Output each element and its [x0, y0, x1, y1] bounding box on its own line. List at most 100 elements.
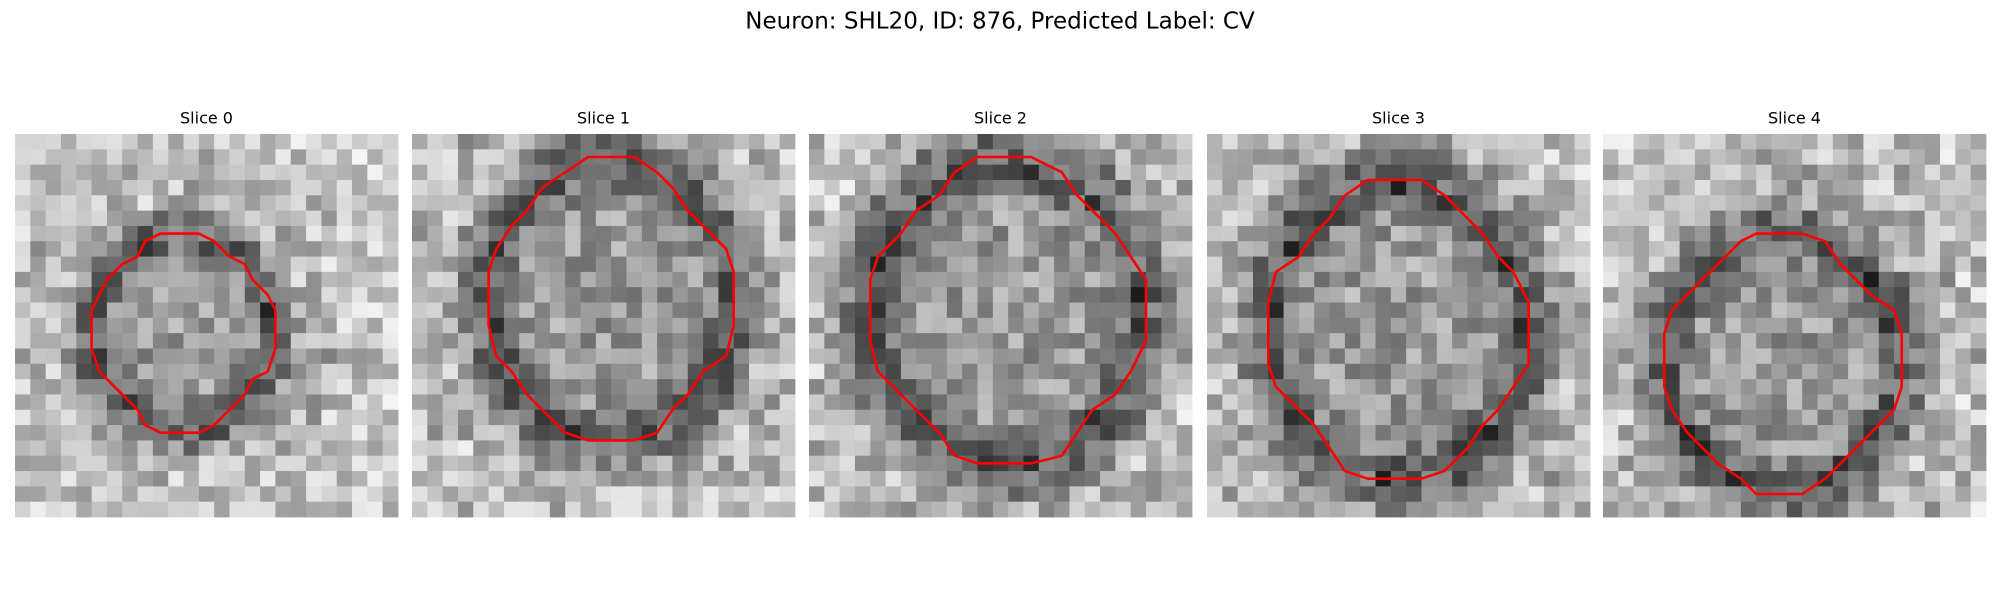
pixel [1756, 302, 1772, 319]
pixel [1436, 179, 1453, 196]
pixel [1176, 501, 1193, 518]
pixel [1344, 287, 1361, 303]
pixel [1924, 501, 1941, 518]
pixel [580, 271, 597, 288]
pixel [809, 409, 825, 426]
pixel [1633, 440, 1650, 457]
pixel [687, 195, 704, 211]
pixel [885, 134, 902, 150]
pixel [1008, 271, 1024, 288]
pixel [885, 394, 902, 411]
pixel [718, 455, 735, 472]
pixel [1375, 363, 1392, 380]
pixel [1100, 149, 1116, 166]
pixel [687, 501, 704, 518]
pixel [779, 149, 796, 166]
pixel [1390, 394, 1407, 411]
pixel [1740, 287, 1757, 303]
pixel [30, 394, 47, 411]
pixel [229, 179, 246, 196]
pixel [1084, 225, 1101, 242]
pixel [962, 225, 978, 242]
pixel [306, 363, 322, 380]
pixel [382, 164, 399, 181]
pixel [1100, 241, 1116, 257]
pixel [839, 333, 856, 349]
pixel [1544, 363, 1560, 380]
pixel [1436, 302, 1453, 319]
pixel [1725, 149, 1742, 166]
pixel [1100, 348, 1116, 365]
pixel [30, 241, 47, 257]
pixel [1100, 501, 1116, 518]
pixel [1084, 455, 1101, 472]
pixel [870, 134, 886, 150]
pixel [1955, 149, 1972, 166]
pixel [1633, 287, 1650, 303]
pixel [931, 379, 948, 395]
pixel [580, 256, 597, 273]
pixel [244, 440, 261, 457]
pixel [1084, 363, 1101, 380]
pixel [1970, 256, 1987, 273]
pixel [229, 501, 246, 518]
pixel [946, 195, 963, 211]
pixel [367, 363, 384, 380]
pixel [198, 256, 215, 273]
pixel [549, 225, 566, 242]
pixel [1848, 455, 1864, 472]
pixel [352, 271, 368, 288]
pixel [275, 195, 292, 211]
pixel [1207, 440, 1223, 457]
pixel [870, 486, 886, 503]
pixel [779, 164, 796, 181]
pixel [1848, 195, 1864, 211]
pixel [1786, 271, 1803, 288]
pixel [1390, 256, 1407, 273]
pixel [1406, 394, 1422, 411]
pixel [275, 256, 292, 273]
pixel [198, 501, 215, 518]
pixel [1909, 440, 1926, 457]
pixel [749, 471, 765, 487]
pixel [457, 471, 474, 487]
pixel [1436, 134, 1453, 150]
pixel [1084, 486, 1101, 503]
pixel [1528, 302, 1545, 319]
pixel [1375, 394, 1392, 411]
pixel [809, 379, 825, 395]
pixel [824, 195, 841, 211]
pixel [1161, 409, 1178, 426]
pixel [962, 440, 978, 457]
pixel [657, 440, 673, 457]
pixel [1054, 317, 1070, 334]
pixel [1528, 317, 1545, 334]
pixel [1725, 287, 1742, 303]
pixel [824, 149, 841, 166]
pixel [367, 164, 384, 181]
pixel [352, 149, 368, 166]
pixel [1146, 409, 1162, 426]
pixel [1023, 425, 1040, 441]
pixel [412, 455, 428, 472]
pixel [1498, 210, 1514, 227]
pixel [1390, 164, 1407, 181]
pixel [412, 501, 428, 518]
pixel [1603, 379, 1619, 395]
pixel [900, 195, 917, 211]
pixel [870, 271, 886, 288]
pixel [1008, 317, 1024, 334]
pixel [519, 317, 535, 334]
pixel [641, 394, 658, 411]
pixel [168, 256, 184, 273]
pixel [214, 164, 230, 181]
pixel [839, 302, 856, 319]
pixel [1648, 225, 1665, 242]
pixel [962, 486, 978, 503]
pixel [916, 271, 932, 288]
pixel [1848, 302, 1864, 319]
pixel [916, 394, 932, 411]
pixel [1176, 241, 1193, 257]
pixel [1513, 179, 1530, 196]
pixel [1375, 425, 1392, 441]
